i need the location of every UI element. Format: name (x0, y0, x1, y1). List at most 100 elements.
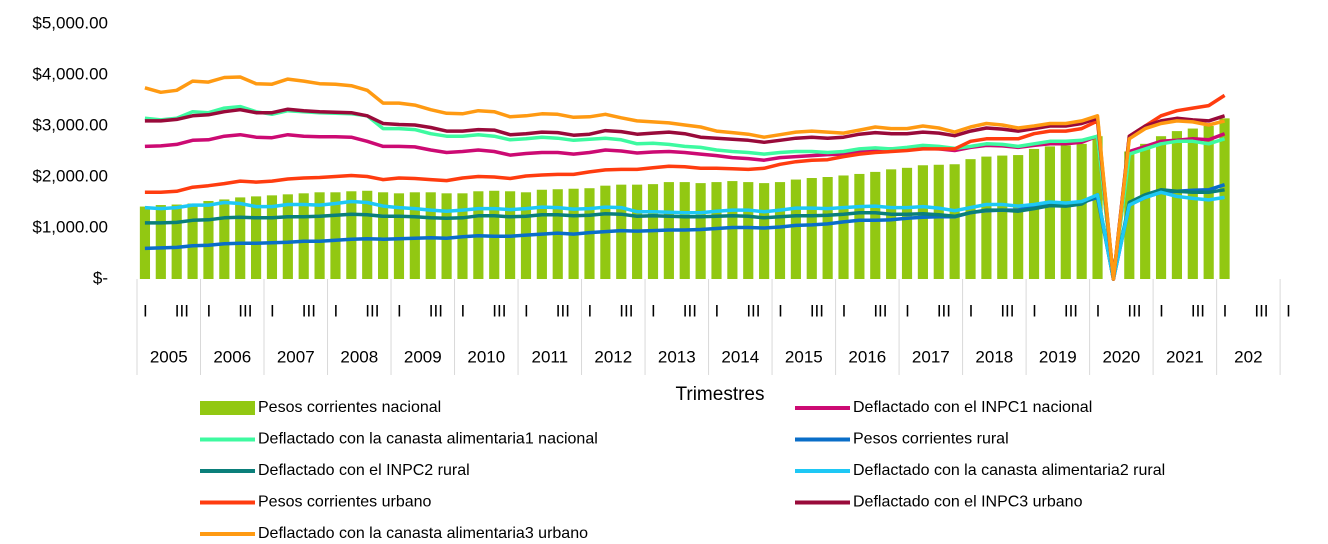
legend-label: Pesos corrientes rural (853, 431, 1009, 448)
bar (870, 171, 881, 279)
bar (203, 200, 214, 279)
x-tick-label: III (1127, 301, 1141, 320)
x-tick-label: III (492, 301, 506, 320)
bar (330, 192, 341, 279)
year-label: 2006 (213, 347, 251, 366)
bar (378, 192, 389, 279)
series-line (144, 190, 1225, 281)
x-tick-label: I (334, 301, 339, 320)
bar (219, 199, 230, 279)
x-tick-label: I (1159, 301, 1164, 320)
bar (409, 192, 420, 279)
x-tick-label: III (556, 301, 570, 320)
x-tick-label: I (969, 301, 974, 320)
bar (949, 164, 960, 279)
x-tick-label: III (1254, 301, 1268, 320)
bar (822, 177, 833, 279)
x-tick-label: I (842, 301, 847, 320)
series-line (144, 132, 1226, 281)
bar (1203, 126, 1214, 279)
x-tick-label: I (1032, 301, 1037, 320)
x-tick-label: III (619, 301, 633, 320)
x-tick-label: III (238, 301, 252, 320)
year-label: 2010 (467, 347, 505, 366)
legend-label: Pesos corrientes urbano (258, 494, 432, 511)
bar (441, 193, 452, 279)
x-tick-label: I (461, 301, 466, 320)
y-tick-label: $4,000.00 (32, 64, 108, 83)
bar (1171, 131, 1183, 279)
year-label: 2005 (150, 347, 188, 366)
bar (1076, 143, 1087, 279)
x-tick-label: III (810, 301, 824, 320)
x-tick-label: I (524, 301, 529, 320)
x-tick-label: I (588, 301, 593, 320)
bar (1124, 151, 1135, 279)
x-tick-label: III (1000, 301, 1014, 320)
legend-label: Deflactado con el INPC1 nacional (853, 399, 1092, 416)
year-label: 2013 (658, 347, 696, 366)
series-line (144, 75, 1226, 281)
bar (425, 192, 436, 279)
bar (1140, 143, 1151, 279)
bar (981, 156, 992, 279)
bar (759, 183, 770, 279)
series-line (144, 107, 1226, 281)
bar (1028, 148, 1040, 279)
bar (171, 204, 182, 279)
series-line (144, 188, 1225, 281)
bar (838, 175, 849, 279)
bar (790, 179, 801, 279)
bar (282, 194, 293, 279)
x-tick-label: I (397, 301, 402, 320)
bar (886, 169, 897, 279)
year-label: 2019 (1039, 347, 1077, 366)
bar (774, 182, 786, 279)
bar (266, 195, 278, 279)
year-label: 2011 (532, 347, 569, 366)
year-label: 2012 (594, 347, 632, 366)
bar (187, 203, 198, 279)
bar (901, 167, 913, 279)
legend-label: Pesos corrientes nacional (258, 399, 441, 416)
legend-label: Deflactado con la canasta alimentaria1 n… (258, 431, 598, 448)
x-tick-label: I (651, 301, 656, 320)
x-tick-label: I (143, 301, 148, 320)
x-tick-label: I (270, 301, 275, 320)
x-tick-label: III (1064, 301, 1078, 320)
year-label: 2020 (1102, 347, 1140, 366)
x-tick-label: III (365, 301, 379, 320)
year-label: 2008 (340, 347, 378, 366)
y-tick-label: $- (93, 268, 108, 287)
bar (997, 155, 1008, 279)
x-tick-label: III (429, 301, 443, 320)
y-tick-label: $3,000.00 (32, 115, 108, 134)
bar (1187, 128, 1198, 279)
x-tick-label: III (746, 301, 760, 320)
bar (933, 164, 944, 279)
legend-label: Deflactado con la canasta alimentaria3 u… (258, 525, 588, 542)
series-line (144, 93, 1226, 281)
year-label: 2018 (975, 347, 1013, 366)
bar (1044, 146, 1055, 279)
year-label: 2016 (848, 347, 886, 366)
bar (965, 159, 976, 279)
y-tick-label: $1,000.00 (32, 217, 108, 236)
year-label: 2007 (277, 347, 315, 366)
legend-label: Deflactado con el INPC3 urbano (853, 494, 1083, 511)
year-label: 2014 (721, 347, 759, 366)
year-label: 2009 (404, 347, 442, 366)
bar (314, 192, 325, 279)
x-tick-label: III (937, 301, 951, 320)
x-tick-label: III (873, 301, 887, 320)
bar (362, 190, 373, 279)
bar (1155, 136, 1167, 279)
bar (1013, 155, 1024, 279)
x-tick-label: I (207, 301, 212, 320)
bar (155, 205, 166, 279)
legend-label: Deflactado con el INPC2 rural (258, 462, 470, 479)
bar (393, 193, 405, 279)
bar (235, 197, 246, 279)
bar (917, 165, 928, 279)
